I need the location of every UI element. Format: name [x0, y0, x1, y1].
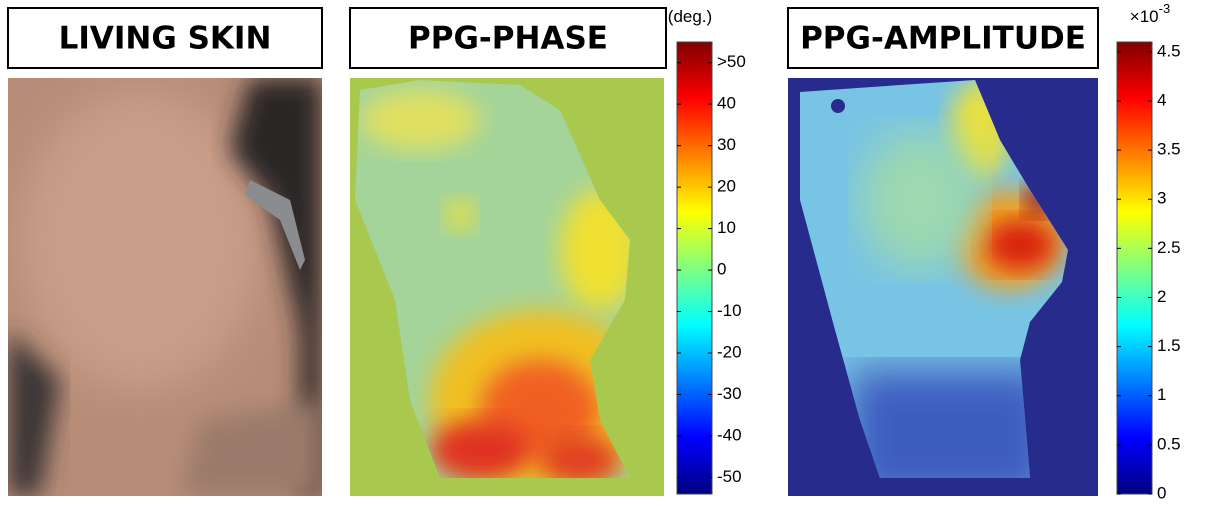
colorbar [1116, 41, 1153, 495]
tick-label: 4.5 [1157, 41, 1181, 60]
tick-label: -50 [717, 467, 742, 486]
tick-label: 10 [717, 218, 736, 237]
tick-label: 40 [717, 94, 736, 113]
tick-label: -30 [717, 384, 742, 403]
tick-label: 0 [1157, 483, 1166, 502]
panel-title: LIVING SKIN [59, 21, 272, 57]
skin-photo [8, 78, 322, 496]
tick-label: 2 [1157, 287, 1166, 306]
colorbar [676, 41, 713, 495]
title-box [349, 7, 667, 69]
unit-exponent: -3 [1159, 1, 1171, 16]
tick-label: -40 [717, 425, 742, 444]
tick-label: -20 [717, 342, 742, 361]
tick-label: 4 [1157, 90, 1166, 109]
title-box [787, 7, 1099, 69]
tick-label: >50 [717, 52, 746, 71]
tick-label: 1.5 [1157, 336, 1181, 355]
tick-label: 3.5 [1157, 140, 1181, 159]
panel-title: PPG-AMPLITUDE [800, 21, 1086, 57]
tick-label: -10 [717, 301, 742, 320]
tick-label: 3 [1157, 189, 1166, 208]
unit-text: (deg.) [668, 7, 712, 26]
title-box [7, 7, 323, 69]
tick-label: 1 [1157, 385, 1166, 404]
tick-label: 0.5 [1157, 434, 1181, 453]
panel-title: PPG-PHASE [408, 21, 608, 57]
colorbar-unit: (deg.) [668, 7, 712, 26]
tick-label: 30 [717, 135, 736, 154]
tick-label: 20 [717, 177, 736, 196]
colorbar-unit: ×10-3 [1130, 1, 1170, 26]
tick-label: 0 [717, 260, 726, 279]
tick-label: 2.5 [1157, 238, 1181, 257]
unit-text: ×10 [1130, 7, 1159, 26]
